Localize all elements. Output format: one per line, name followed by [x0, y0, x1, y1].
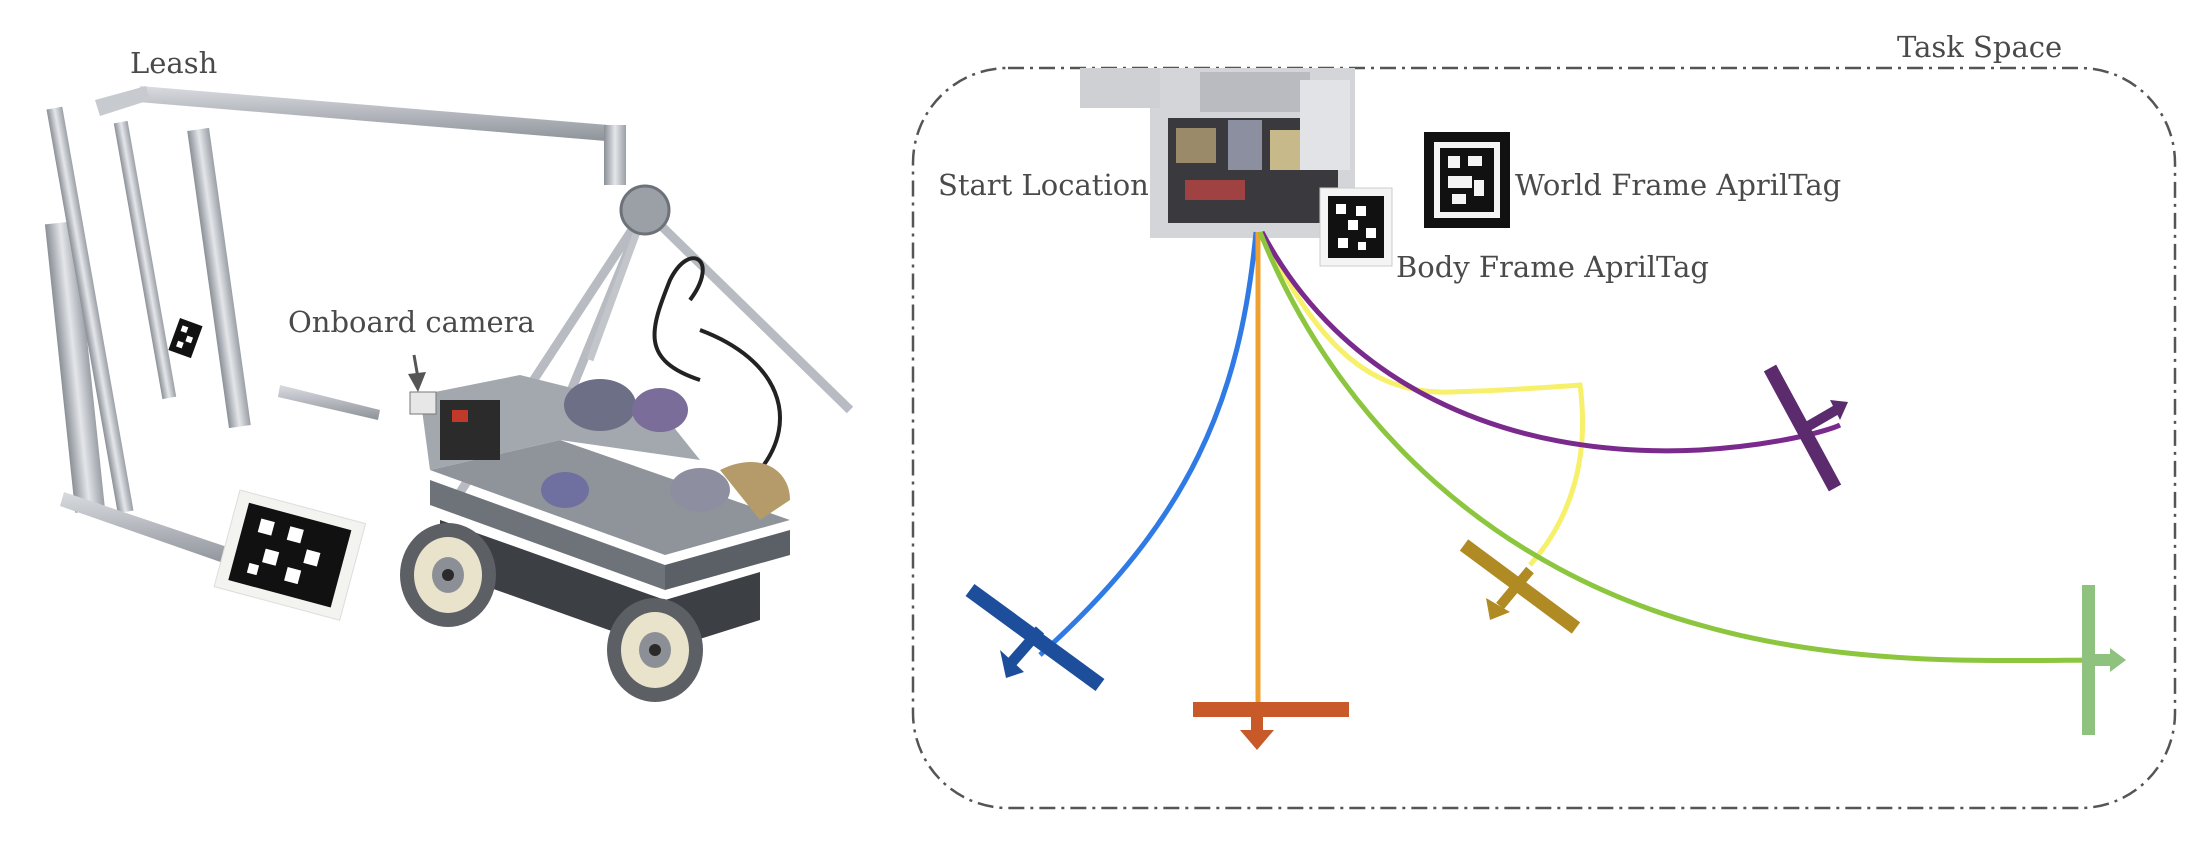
goal-marker-orange	[1193, 702, 1349, 750]
start-location-robot	[1080, 68, 1355, 238]
task-space-boundary	[911, 66, 2177, 810]
motor-4	[541, 472, 589, 508]
start-location-label: Start Location	[938, 168, 1149, 202]
wheel-left-icon	[400, 523, 496, 627]
trajectory-green	[1257, 231, 2111, 664]
body-frame-apriltag-icon	[1319, 187, 1393, 267]
leash-drop	[604, 125, 626, 185]
robot-side	[430, 480, 665, 590]
leash-post-inner	[113, 120, 177, 400]
strut-2	[641, 206, 854, 414]
goal-marker-green	[2082, 585, 2126, 735]
strut-4	[586, 208, 649, 362]
leash-apriltag-icon	[168, 318, 203, 359]
leash-post-middle	[187, 127, 251, 429]
body-frame-apriltag-label: Body Frame AprilTag	[1396, 250, 1709, 284]
onboard-camera-label: Onboard camera	[288, 305, 535, 339]
goal-marker-yellow	[1459, 539, 1581, 634]
cable-2	[699, 328, 782, 472]
robot-with-leash-illustration	[44, 86, 854, 702]
robot-front	[665, 530, 790, 590]
world-frame-apriltag-icon	[1424, 132, 1510, 228]
task-space-diagram	[911, 66, 2177, 810]
goal-marker-blue	[965, 583, 1105, 692]
leash-label: Leash	[130, 46, 218, 80]
robot-upper-plate	[430, 440, 790, 555]
motor-1	[564, 379, 636, 431]
trajectory-yellow	[1259, 230, 1585, 567]
leash-corner	[95, 86, 150, 116]
task-space-label: Task Space	[1897, 30, 2063, 64]
leash-post-left	[44, 221, 106, 513]
world-frame-apriltag-label: World Frame AprilTag	[1515, 168, 1842, 202]
red-connector	[452, 410, 468, 422]
arm-link	[720, 461, 790, 520]
ground-apriltag-icon	[213, 489, 367, 621]
leash-top-beam	[138, 86, 620, 142]
electronics-box	[440, 400, 500, 460]
leash-joint	[619, 184, 671, 236]
leash-base-rail	[60, 492, 236, 566]
camera-icon	[409, 391, 437, 415]
leash-post-rear	[46, 106, 134, 514]
leash-short-rail	[278, 385, 380, 420]
wheel-front-icon	[607, 598, 703, 702]
cable	[652, 256, 705, 382]
camera-pointer-head	[408, 372, 426, 392]
motor-2	[632, 388, 688, 432]
goal-marker-purple	[1763, 364, 1848, 492]
motor-3	[670, 468, 730, 512]
trajectory-blue	[1038, 231, 1259, 657]
